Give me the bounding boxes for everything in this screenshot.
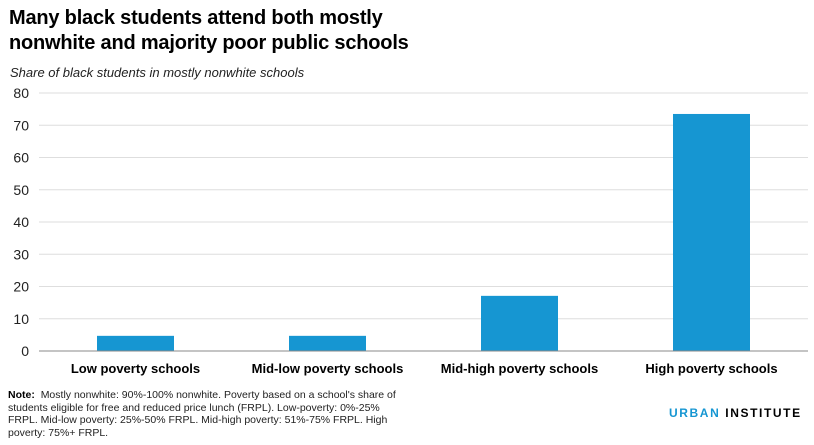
x-tick-label: Mid-high poverty schools (441, 361, 598, 376)
y-tick-label: 80 (13, 85, 29, 101)
y-tick-label: 10 (13, 311, 29, 327)
chart-note: Note: Mostly nonwhite: 90%-100% nonwhite… (8, 389, 398, 439)
note-label: Note: (8, 389, 35, 401)
x-tick-label: Low poverty schools (71, 361, 200, 376)
y-tick-label: 60 (13, 150, 29, 166)
y-tick-label: 0 (21, 343, 29, 359)
bar-high-poverty-schools (673, 113, 750, 352)
logo-institute: INSTITUTE (725, 406, 802, 420)
x-axis-labels: Low poverty schools Mid-low poverty schoo… (71, 361, 778, 376)
y-tick-label: 40 (13, 214, 29, 230)
chart-title: Many black students attend both mostly n… (9, 7, 409, 54)
x-tick-label: Mid-low poverty schools (252, 361, 404, 376)
y-tick-label: 50 (13, 182, 29, 198)
note-text: Mostly nonwhite: 90%-100% nonwhite. Pove… (8, 389, 396, 439)
bars (97, 113, 750, 352)
y-tick-label: 20 (13, 279, 29, 295)
urban-institute-logo: URBAN INSTITUTE (669, 406, 802, 420)
logo-urban: URBAN (669, 406, 721, 420)
bar-mid-high-poverty-schools (481, 295, 558, 351)
y-tick-label: 70 (13, 117, 29, 133)
y-axis-ticks: 0 10 20 30 40 50 60 70 80 (13, 85, 29, 359)
y-tick-label: 30 (13, 246, 29, 262)
x-tick-label: High poverty schools (645, 361, 777, 376)
chart-subtitle: Share of black students in mostly nonwhi… (10, 65, 305, 80)
bar-low-poverty-schools (97, 335, 174, 351)
bar-mid-low-poverty-schools (289, 335, 366, 351)
